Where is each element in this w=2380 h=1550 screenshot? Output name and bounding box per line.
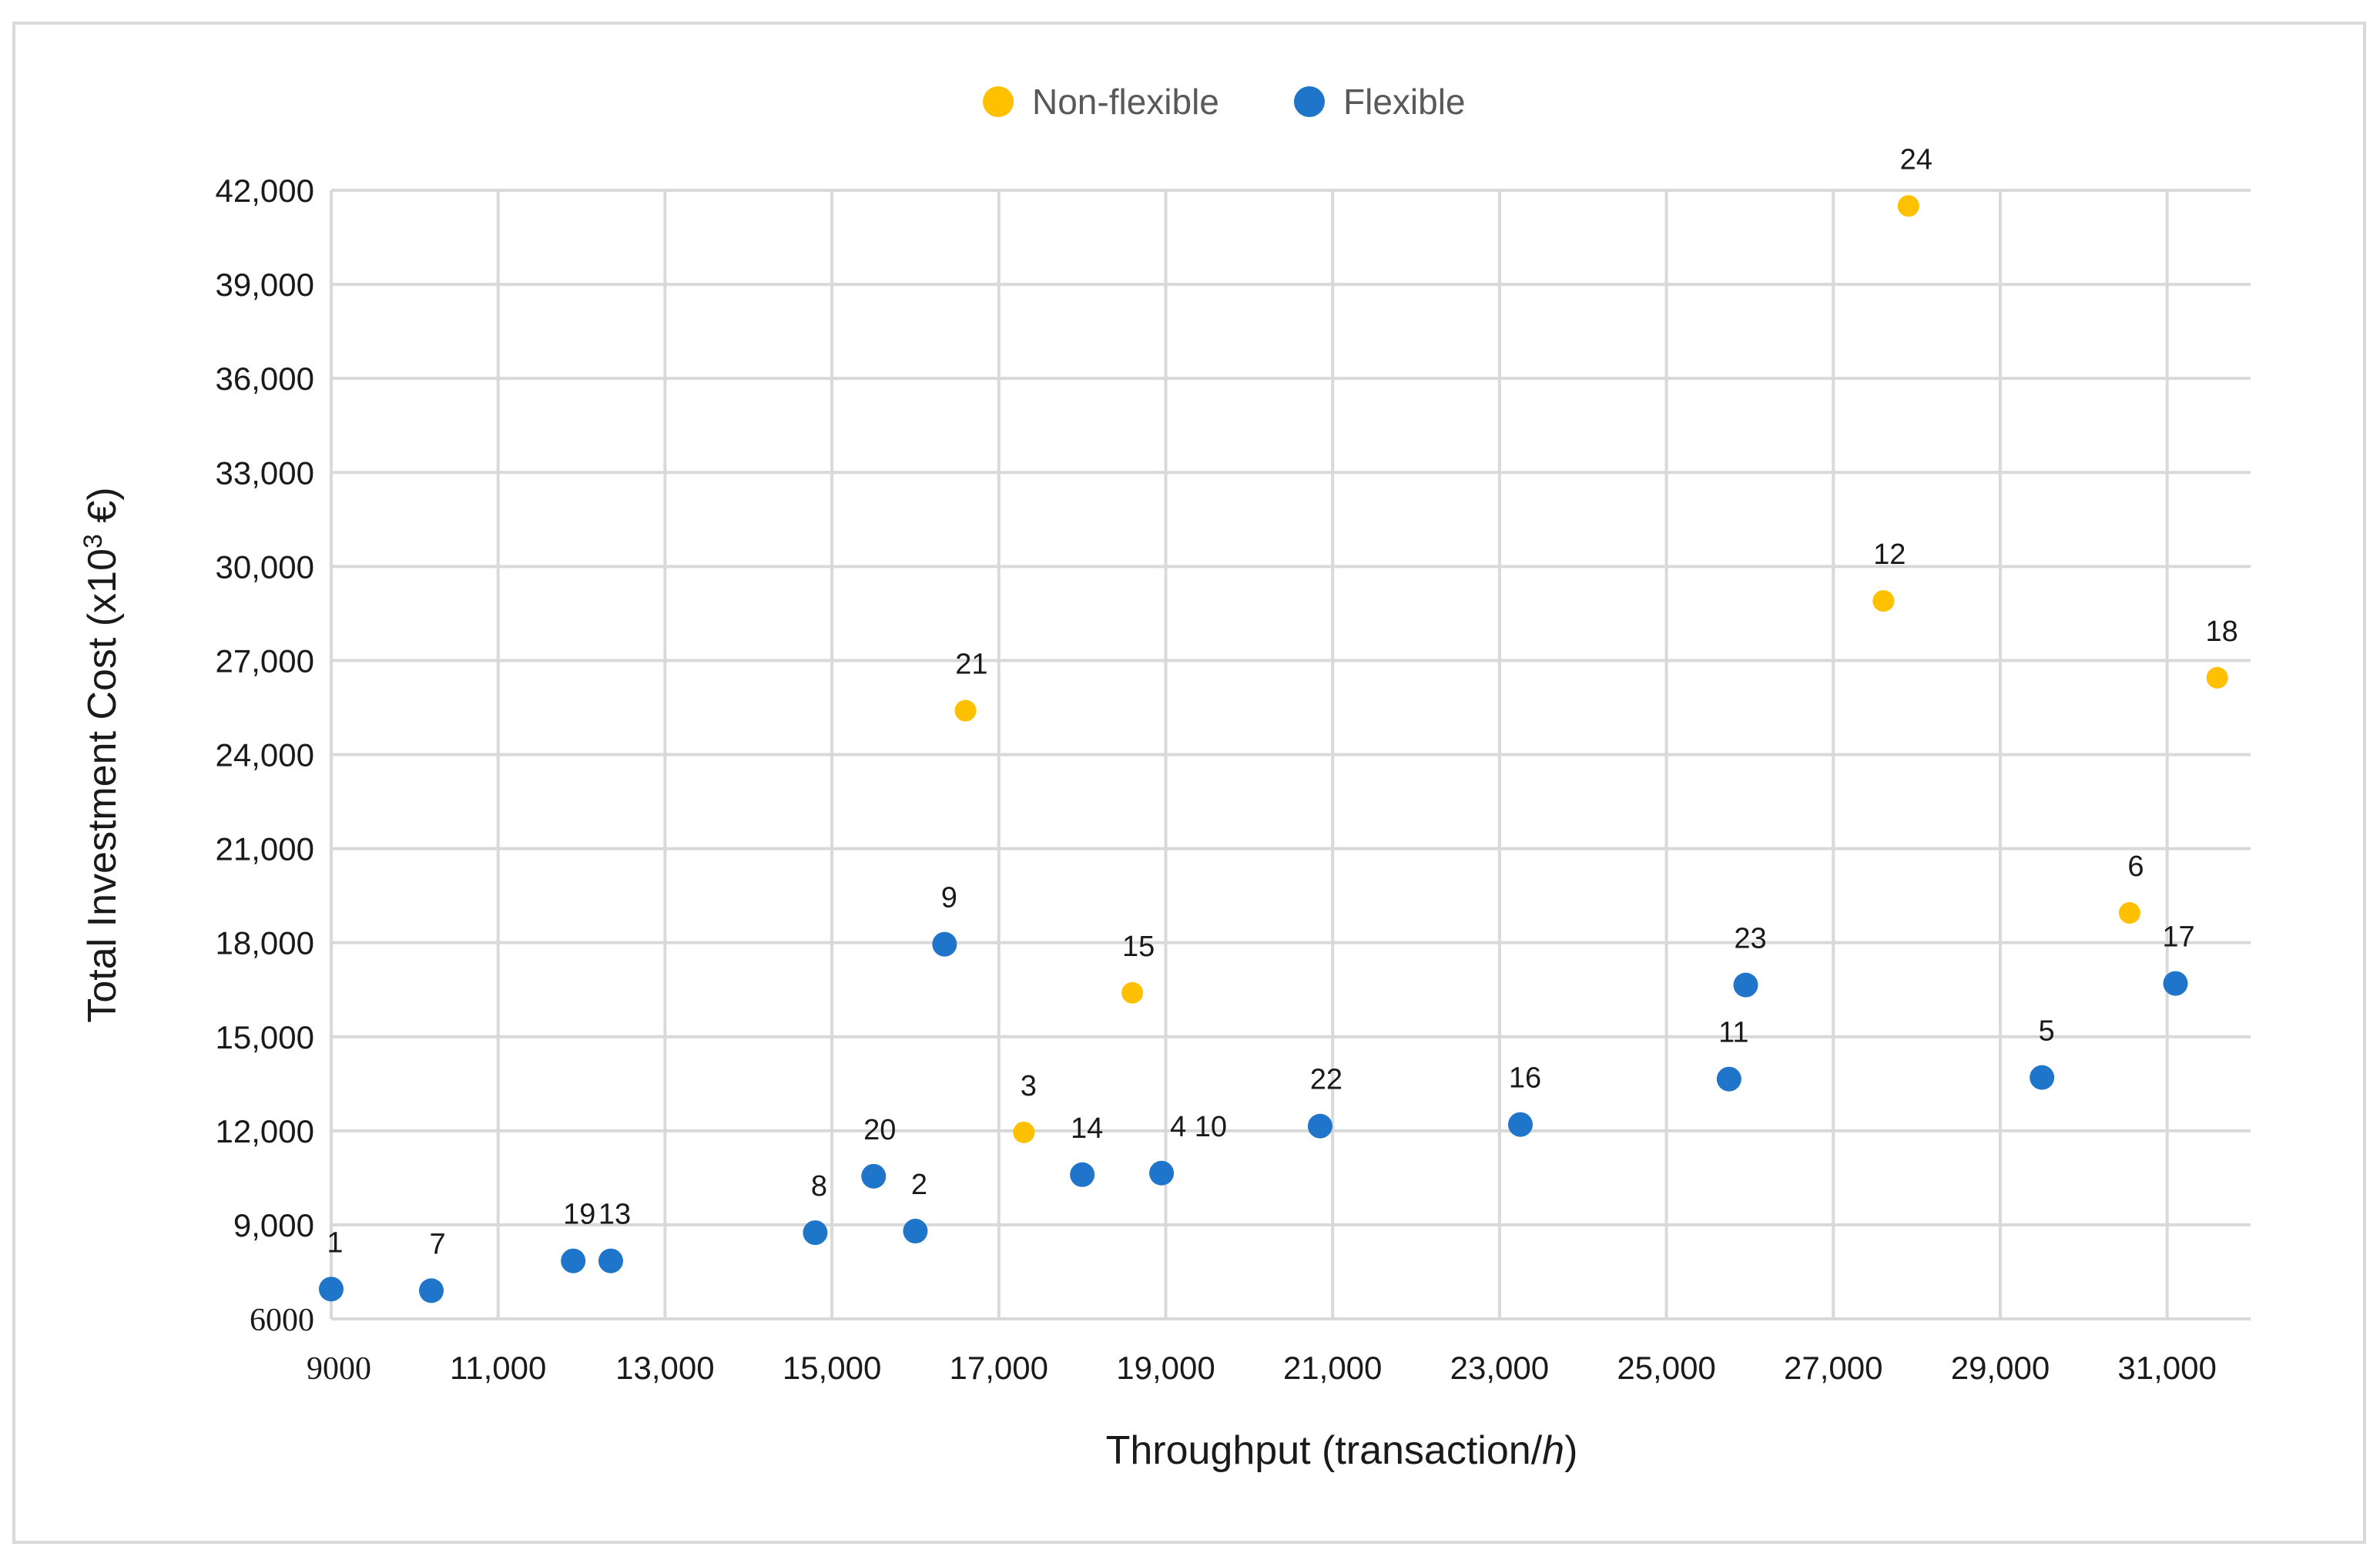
point-label-15: 15	[1122, 931, 1155, 963]
x-axis-title-text: Throughput (transaction/	[1106, 1428, 1543, 1473]
point-flexible-19	[561, 1248, 586, 1273]
point-label-11: 11	[1718, 1017, 1748, 1049]
point-label-16: 16	[1509, 1062, 1541, 1095]
point-label-24: 24	[1900, 143, 1932, 176]
point-non-flexible-18	[2206, 666, 2228, 689]
point-label-19: 19	[563, 1199, 595, 1231]
point-non-flexible-12	[1872, 590, 1895, 612]
point-flexible-5	[2030, 1065, 2055, 1090]
legend-label-flexible: Flexible	[1343, 82, 1466, 122]
point-label-12: 12	[1873, 538, 1906, 571]
y-axis-title-unit: €)	[80, 487, 125, 534]
x-tick-label-21000: 21,000	[1283, 1350, 1382, 1386]
point-flexible-7	[419, 1278, 444, 1303]
data-points	[319, 195, 2228, 1303]
y-tick-label-21000: 21,000	[216, 831, 314, 867]
gridlines	[330, 189, 2251, 1320]
point-non-flexible-15	[1121, 981, 1144, 1004]
point-flexible-23	[1733, 972, 1758, 998]
y-tick-label-39000: 39,000	[216, 267, 314, 303]
point-label-14: 14	[1071, 1112, 1103, 1145]
point-flexible-16	[1507, 1112, 1533, 1137]
x-tick-label-23000: 23,000	[1450, 1350, 1549, 1386]
point-flexible-14	[1070, 1162, 1095, 1187]
y-tick-label-12000: 12,000	[216, 1113, 314, 1149]
x-tick-label-25000: 25,000	[1617, 1350, 1715, 1386]
y-tick-label-30000: 30,000	[216, 549, 314, 585]
x-tick-label-15000: 15,000	[783, 1350, 881, 1386]
x-tick-label-9000: 9000	[307, 1351, 371, 1387]
y-tick-label-42000: 42,000	[216, 173, 314, 209]
point-flexible-22	[1307, 1113, 1332, 1139]
x-axis-title: Throughput (transaction/h)	[1106, 1428, 1578, 1473]
y-tick-label-18000: 18,000	[216, 925, 314, 961]
point-flexible-2	[903, 1219, 928, 1244]
x-tick-label-27000: 27,000	[1784, 1350, 1882, 1386]
point-label-4-10: 4 10	[1170, 1111, 1227, 1143]
tick-labels: 6000 9,000 12,000 15,000 18,000 21,000 24,000 2…	[216, 173, 2217, 1387]
y-tick-label-6000: 6000	[250, 1303, 314, 1338]
point-non-flexible-3	[1013, 1121, 1035, 1143]
chart-frame	[12, 22, 2366, 1544]
point-flexible-9	[932, 931, 957, 957]
point-label-1: 1	[327, 1226, 343, 1259]
x-tick-label-29000: 29,000	[1951, 1350, 2050, 1386]
point-label-5: 5	[2039, 1015, 2055, 1048]
point-label-23: 23	[1734, 923, 1766, 955]
x-axis-title-italic: h	[1542, 1428, 1564, 1473]
y-tick-label-36000: 36,000	[216, 361, 314, 397]
point-non-flexible-24	[1897, 195, 1919, 217]
point-label-22: 22	[1310, 1064, 1343, 1096]
y-tick-label-33000: 33,000	[216, 455, 314, 491]
point-flexible-13	[598, 1248, 623, 1273]
point-label-18: 18	[2206, 616, 2238, 648]
point-label-3: 3	[1021, 1070, 1037, 1102]
point-label-13: 13	[598, 1199, 631, 1231]
point-label-2: 2	[911, 1169, 927, 1201]
x-tick-label-19000: 19,000	[1116, 1350, 1215, 1386]
y-tick-label-27000: 27,000	[216, 642, 314, 679]
point-flexible-20	[861, 1163, 887, 1189]
x-tick-label-11000: 11,000	[450, 1350, 546, 1386]
point-flexible-1	[319, 1277, 344, 1302]
y-tick-label-15000: 15,000	[216, 1019, 314, 1055]
y-axis-title-text: Total Investment Cost (x10	[80, 549, 125, 1023]
point-label-20: 20	[863, 1114, 896, 1146]
point-label-7: 7	[429, 1228, 445, 1260]
y-axis-title-superscript: 3	[79, 534, 108, 549]
point-label-9: 9	[941, 882, 957, 914]
legend-label-non-flexible: Non-flexible	[1032, 82, 1219, 122]
y-axis-title: Total Investment Cost (x103 €)	[79, 487, 125, 1022]
legend-marker-non-flexible	[983, 86, 1014, 117]
point-label-6: 6	[2127, 850, 2144, 883]
x-tick-label-17000: 17,000	[950, 1350, 1048, 1386]
point-flexible-17	[2163, 971, 2188, 996]
x-tick-label-31000: 31,000	[2117, 1350, 2216, 1386]
y-tick-label-9000: 9,000	[233, 1207, 314, 1243]
legend-marker-flexible	[1294, 86, 1325, 117]
point-flexible-4-10	[1149, 1160, 1175, 1186]
point-flexible-8	[803, 1220, 828, 1246]
x-tick-label-13000: 13,000	[615, 1350, 714, 1386]
legend: Non-flexible Flexible	[983, 82, 1466, 122]
point-non-flexible-21	[954, 700, 977, 722]
y-tick-label-24000: 24,000	[216, 737, 314, 773]
point-non-flexible-6	[2118, 902, 2140, 924]
point-label-17: 17	[2162, 921, 2194, 954]
point-flexible-11	[1716, 1066, 1741, 1092]
point-label-8: 8	[811, 1170, 827, 1203]
x-axis-title-close: )	[1564, 1428, 1577, 1473]
point-label-21: 21	[955, 649, 987, 681]
